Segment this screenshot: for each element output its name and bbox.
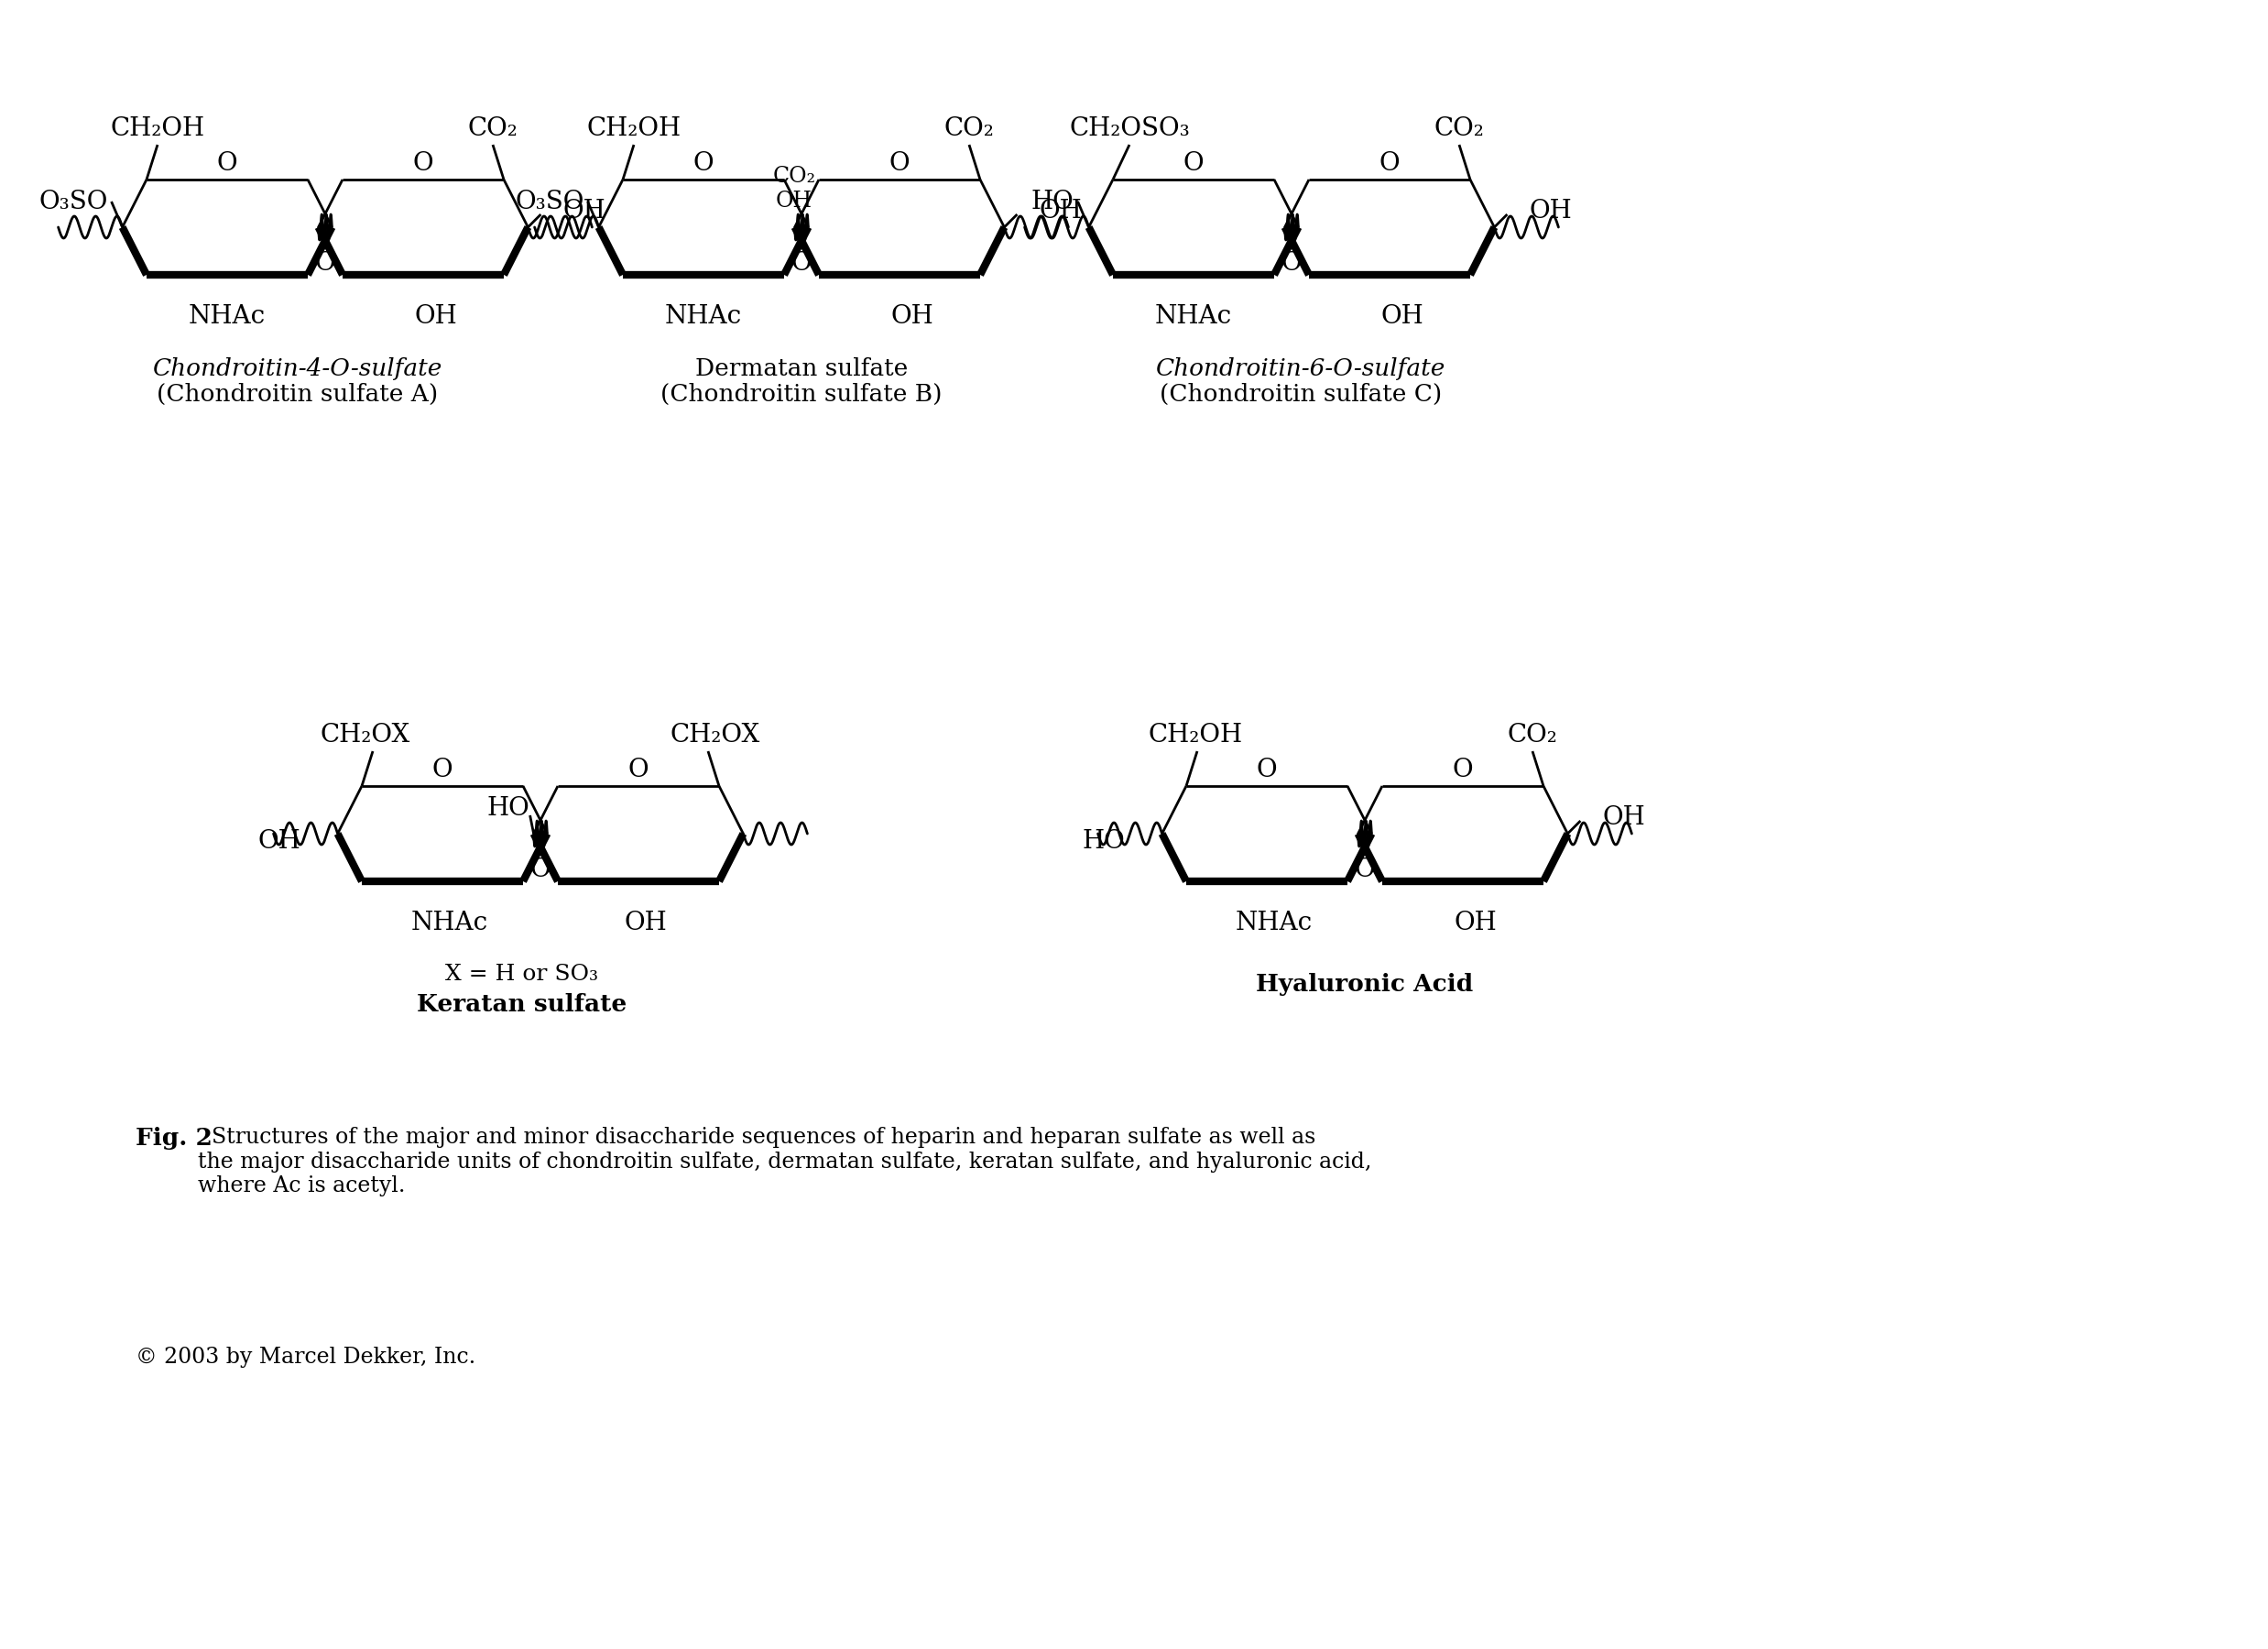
- Text: CO₂: CO₂: [773, 167, 816, 186]
- Text: OH: OH: [1454, 910, 1497, 935]
- Text: O: O: [1379, 152, 1399, 176]
- Text: Fig. 2: Fig. 2: [136, 1126, 213, 1149]
- Text: Chondroitin-4-O-sulfate: Chondroitin-4-O-sulfate: [152, 358, 442, 381]
- Text: OH: OH: [562, 198, 606, 223]
- Text: OH: OH: [1039, 198, 1082, 223]
- Text: HO: HO: [1032, 190, 1075, 214]
- Text: O: O: [531, 857, 551, 882]
- Text: OH: OH: [1529, 198, 1572, 223]
- Text: CH₂OX: CH₂OX: [320, 722, 411, 747]
- Text: O: O: [694, 152, 714, 176]
- Text: CH₂OH: CH₂OH: [111, 117, 204, 142]
- Text: OH: OH: [624, 910, 667, 935]
- Text: (Chondroitin sulfate B): (Chondroitin sulfate B): [660, 383, 941, 406]
- Text: HO: HO: [1082, 828, 1125, 854]
- Text: O: O: [1354, 857, 1374, 882]
- Text: O₃SO: O₃SO: [39, 190, 107, 214]
- Text: CH₂OH: CH₂OH: [1148, 722, 1243, 747]
- Text: © 2003 by Marcel Dekker, Inc.: © 2003 by Marcel Dekker, Inc.: [136, 1347, 476, 1367]
- Text: Chondroitin-6-O-sulfate: Chondroitin-6-O-sulfate: [1157, 358, 1445, 381]
- Text: CH₂OX: CH₂OX: [671, 722, 760, 747]
- Text: CH₂OSO₃: CH₂OSO₃: [1068, 117, 1191, 142]
- Text: NHAc: NHAc: [1236, 910, 1313, 935]
- Text: OH: OH: [776, 191, 812, 211]
- Text: O: O: [218, 152, 238, 176]
- Text: X = H or SO₃: X = H or SO₃: [445, 963, 599, 984]
- Text: NHAc: NHAc: [188, 303, 265, 328]
- Text: Keratan sulfate: Keratan sulfate: [417, 993, 628, 1016]
- Text: NHAc: NHAc: [411, 910, 488, 935]
- Text: NHAc: NHAc: [665, 303, 742, 328]
- Text: OH: OH: [259, 828, 302, 854]
- Text: (Chondroitin sulfate A): (Chondroitin sulfate A): [156, 383, 438, 406]
- Text: O: O: [413, 152, 433, 176]
- Text: O: O: [792, 251, 812, 275]
- Text: Dermatan sulfate: Dermatan sulfate: [694, 358, 907, 381]
- Text: O: O: [1452, 757, 1474, 782]
- Text: CO₂: CO₂: [1508, 722, 1558, 747]
- Text: O: O: [315, 251, 336, 275]
- Text: CO₂: CO₂: [467, 117, 517, 142]
- Text: O: O: [1256, 757, 1277, 782]
- Text: O: O: [433, 757, 454, 782]
- Text: OH: OH: [1603, 805, 1644, 829]
- Text: O: O: [1184, 152, 1204, 176]
- Text: O₃SO: O₃SO: [515, 190, 585, 214]
- Text: NHAc: NHAc: [1154, 303, 1232, 328]
- Text: O: O: [889, 152, 909, 176]
- Text: CO₂: CO₂: [1433, 117, 1483, 142]
- Text: CH₂OH: CH₂OH: [587, 117, 680, 142]
- Text: HO: HO: [488, 796, 531, 821]
- Text: CO₂: CO₂: [943, 117, 993, 142]
- Text: OH: OH: [891, 303, 934, 328]
- Text: O: O: [1281, 251, 1302, 275]
- Text: OH: OH: [415, 303, 458, 328]
- Text: O: O: [628, 757, 649, 782]
- Text: Structures of the major and minor disaccharide sequences of heparin and heparan : Structures of the major and minor disacc…: [197, 1126, 1372, 1197]
- Text: OH: OH: [1381, 303, 1424, 328]
- Text: Hyaluronic Acid: Hyaluronic Acid: [1256, 973, 1474, 996]
- Text: (Chondroitin sulfate C): (Chondroitin sulfate C): [1159, 383, 1442, 406]
